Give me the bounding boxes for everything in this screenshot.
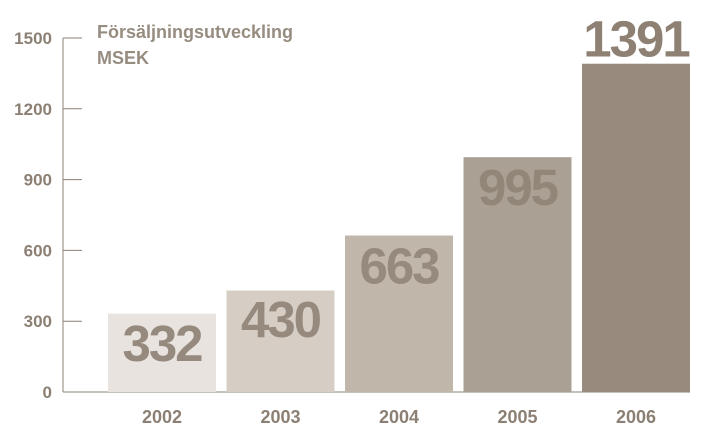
- y-tick-label: 600: [24, 241, 52, 260]
- x-tick-label: 2002: [142, 407, 182, 425]
- x-tick-label: 2003: [260, 407, 300, 425]
- y-tick-label: 0: [43, 383, 52, 402]
- x-tick-label: 2004: [379, 407, 419, 425]
- bars-group: [108, 63, 690, 392]
- chart-title: Försäljningsutveckling: [97, 22, 293, 42]
- bar-2003: [226, 290, 335, 392]
- bar-2005: [463, 157, 572, 392]
- y-tick-label: 1200: [14, 100, 52, 119]
- value-label: 995: [478, 159, 558, 216]
- y-tick-label: 300: [24, 312, 52, 331]
- x-tick-label: 2006: [616, 407, 656, 425]
- x-tick-label: 2005: [497, 407, 537, 425]
- bar-2002: [108, 313, 216, 392]
- chart-subtitle: MSEK: [97, 48, 149, 68]
- y-tick-label: 900: [24, 171, 52, 190]
- value-label: 1391: [583, 11, 689, 68]
- y-tick-label: 1500: [14, 29, 52, 48]
- x-axis-labels: 2002 2003 2004 2005 2006: [142, 407, 656, 425]
- bar-2004: [345, 235, 453, 392]
- value-labels-group: 332 430 663 995 1391: [122, 11, 691, 372]
- value-label: 332: [122, 315, 202, 372]
- value-label: 663: [359, 238, 439, 295]
- bar-2006: [582, 63, 690, 392]
- value-label: 430: [241, 291, 321, 348]
